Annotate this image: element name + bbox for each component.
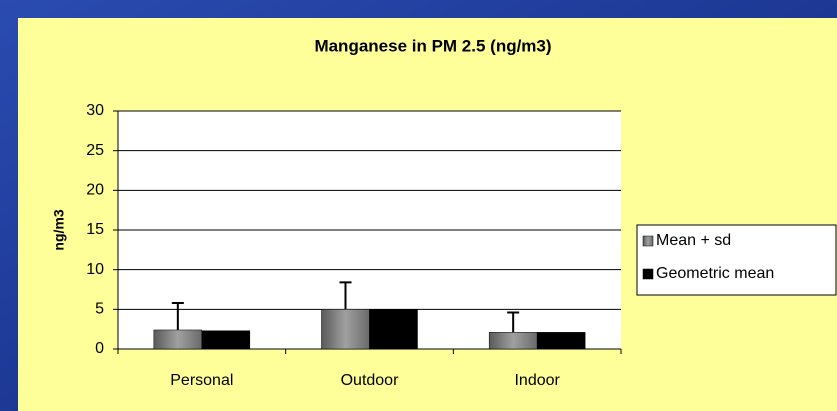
y-tick-label: 5 [95, 301, 104, 318]
y-tick-label: 0 [95, 340, 104, 357]
y-axis-label: ng/m3 [51, 209, 67, 250]
bar [488, 332, 538, 350]
legend-box [636, 224, 837, 296]
bar [201, 330, 251, 350]
x-tick-label: Indoor [514, 372, 560, 389]
y-tick-label: 25 [86, 142, 104, 159]
x-tick-label: Personal [170, 372, 233, 389]
bar [369, 309, 418, 350]
y-tick-label: 10 [86, 261, 104, 278]
bar [153, 329, 203, 350]
y-tick-label: 20 [86, 182, 104, 199]
legend-label: Mean + sd [656, 232, 731, 249]
error-bar [507, 311, 520, 333]
legend-label: Geometric mean [656, 265, 774, 282]
bar [536, 332, 586, 350]
y-tick-label: 15 [86, 221, 104, 238]
error-bar [339, 281, 352, 310]
legend-swatch [642, 235, 654, 247]
error-bar [171, 301, 184, 330]
x-tick-label: Outdoor [341, 372, 399, 389]
legend-swatch [642, 268, 654, 280]
chart-title: Manganese in PM 2.5 (ng/m3) [314, 36, 551, 55]
y-tick-label: 30 [86, 102, 104, 119]
bar [321, 309, 370, 350]
